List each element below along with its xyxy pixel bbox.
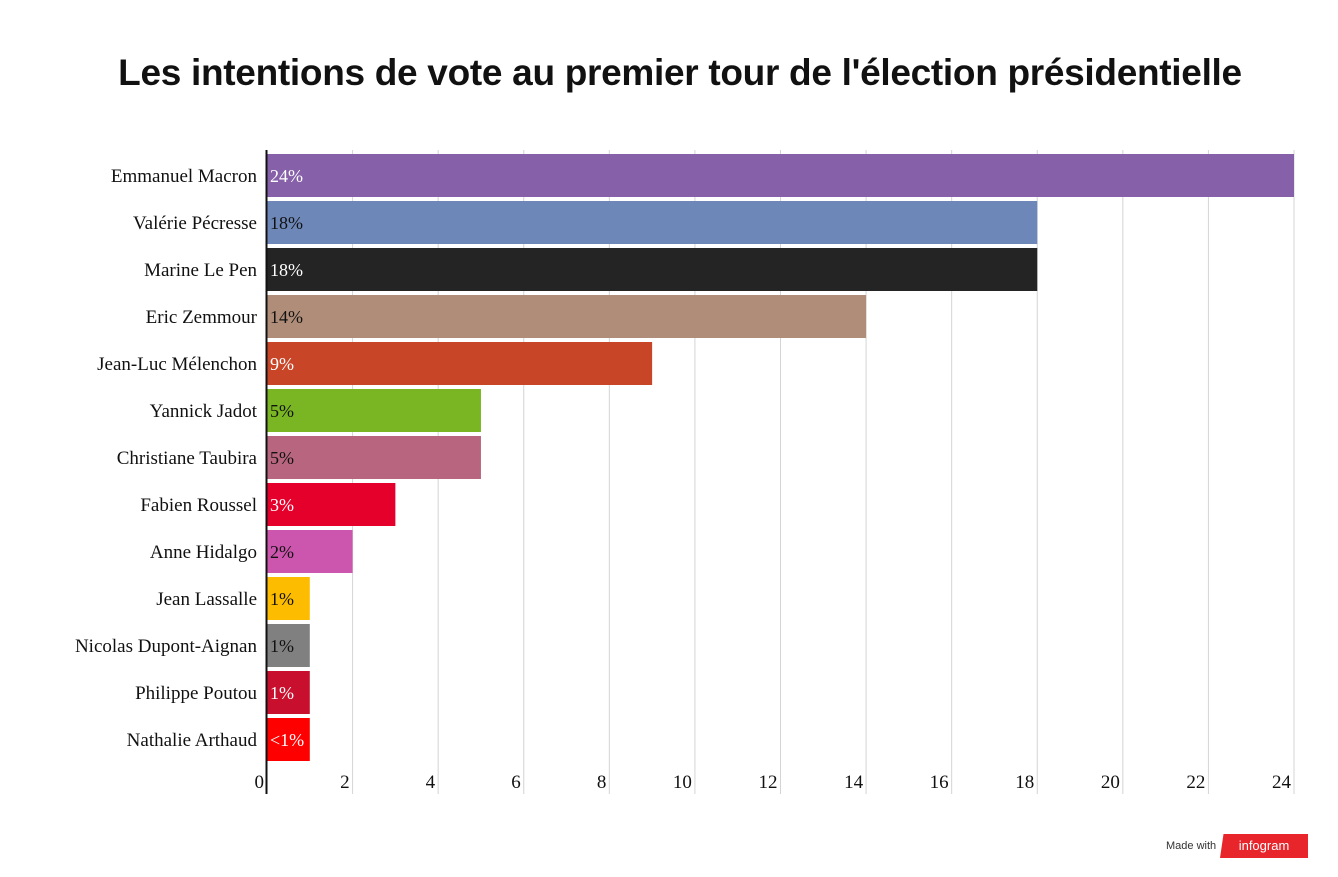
value-label: 5% [270, 401, 294, 421]
value-label: 18% [270, 260, 303, 280]
x-tick-label: 20 [1101, 772, 1120, 793]
infogram-logo: infogram [1220, 834, 1308, 858]
bar-12 [267, 718, 310, 761]
bars [267, 154, 1294, 761]
category-label: Valérie Pécresse [133, 213, 257, 234]
category-label: Nathalie Arthaud [127, 730, 258, 751]
value-label: 24% [270, 166, 303, 186]
bar-3 [267, 295, 867, 338]
bar-1 [267, 201, 1038, 244]
bar-10 [267, 624, 310, 667]
category-label: Philippe Poutou [135, 683, 257, 704]
category-label: Eric Zemmour [146, 307, 258, 328]
bar-8 [267, 530, 353, 573]
bar-6 [267, 436, 481, 479]
category-label: Anne Hidalgo [150, 542, 257, 563]
x-tick-label: 14 [844, 772, 864, 793]
x-tick-label: 10 [673, 772, 692, 793]
category-label: Jean-Luc Mélenchon [97, 354, 257, 375]
bar-7 [267, 483, 396, 526]
x-tick-label: 6 [511, 772, 521, 793]
x-tick-label: 22 [1186, 772, 1205, 793]
category-label: Christiane Taubira [117, 448, 258, 469]
x-tick-label: 18 [1015, 772, 1034, 793]
bar-9 [267, 577, 310, 620]
value-label: 2% [270, 542, 294, 562]
value-label: <1% [270, 730, 304, 750]
bar-4 [267, 342, 653, 385]
x-tick-label: 24 [1272, 772, 1292, 793]
category-label: Yannick Jadot [150, 401, 258, 422]
value-label: 5% [270, 448, 294, 468]
category-label: Jean Lassalle [156, 589, 257, 610]
made-with-text: Made with [1166, 840, 1217, 852]
infogram-badge[interactable]: Made with infogram [1166, 834, 1316, 864]
x-tick-label: 16 [930, 772, 949, 793]
value-labels: 24% 18% 18% 14% 9% 5% 5% 3% 2% 1% 1% 1% <1% [270, 166, 304, 750]
value-label: 1% [270, 636, 294, 656]
value-label: 14% [270, 307, 303, 327]
x-tick-label: 2 [340, 772, 350, 793]
category-label: Nicolas Dupont-Aignan [75, 636, 258, 657]
category-labels: Emmanuel Macron Valérie Pécresse Marine Le… [75, 166, 258, 751]
grid-lines [352, 150, 1295, 794]
value-label: 1% [270, 589, 294, 609]
value-label: 1% [270, 683, 294, 703]
chart-title: Les intentions de vote au premier tour d… [118, 52, 1242, 93]
category-label: Fabien Roussel [140, 495, 257, 516]
bar-2 [267, 248, 1038, 291]
value-label: 18% [270, 213, 303, 233]
x-tick-label: 4 [426, 772, 436, 793]
x-tick-label: 0 [255, 772, 265, 793]
x-tick-labels: 0 2 4 6 8 10 12 14 16 18 20 22 24 [255, 772, 1292, 793]
value-label: 3% [270, 495, 294, 515]
bar-0 [267, 154, 1294, 197]
x-tick-label: 12 [759, 772, 778, 793]
bar-11 [267, 671, 310, 714]
value-label: 9% [270, 354, 294, 374]
x-tick-label: 8 [597, 772, 607, 793]
category-label: Marine Le Pen [144, 260, 257, 281]
bar-5 [267, 389, 481, 432]
category-label: Emmanuel Macron [111, 166, 258, 187]
